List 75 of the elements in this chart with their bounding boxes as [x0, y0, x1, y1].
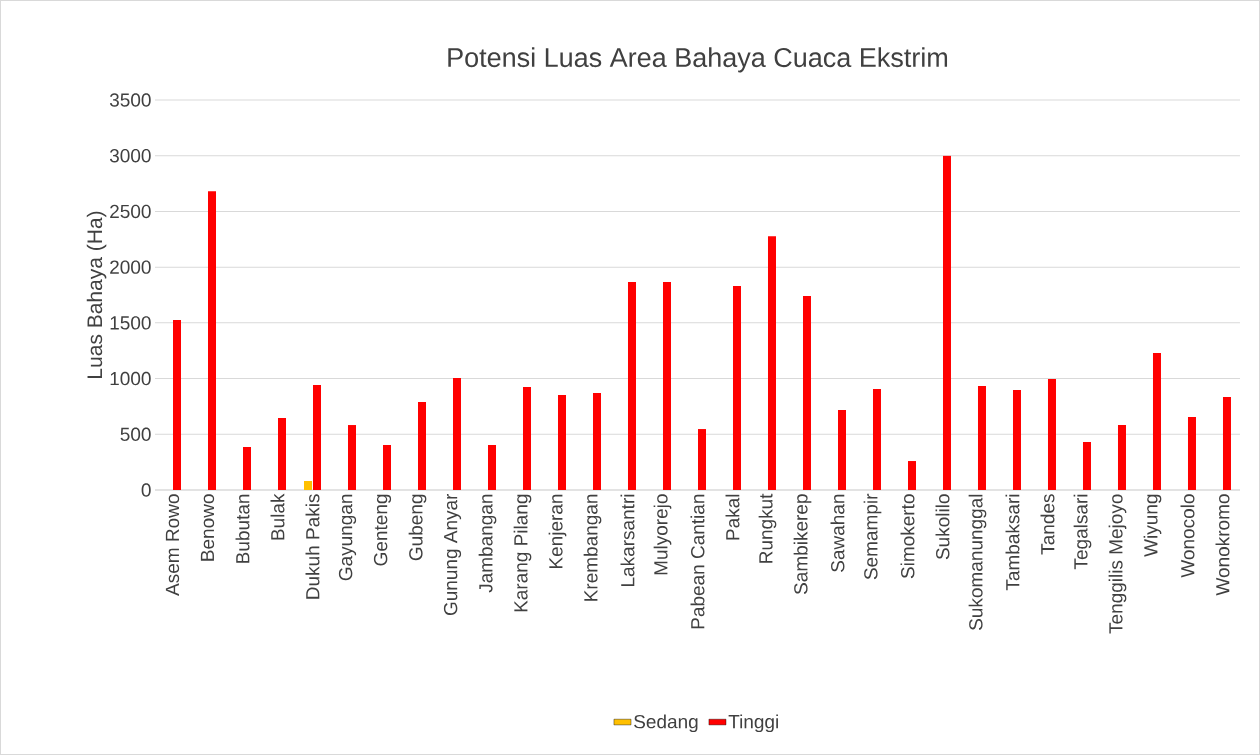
x-tick-label: Tegalsari — [1073, 494, 1092, 570]
bar — [593, 393, 601, 490]
bar — [488, 444, 496, 490]
y-tick-label: 3500 — [109, 93, 151, 107]
x-tick-label: Bubutan — [235, 494, 250, 563]
legend-label: Sedang — [634, 714, 698, 733]
y-tick-label: 1500 — [110, 316, 151, 330]
x-tick-label: Wonocolo — [1180, 494, 1195, 578]
x-tick-label: Sawahan — [830, 494, 845, 572]
x-tick-label: Tambaksari — [1005, 494, 1020, 591]
bar — [662, 282, 671, 490]
bar — [628, 282, 636, 490]
bar — [698, 429, 706, 490]
x-tick-label: Pabean Cantian — [690, 494, 705, 629]
x-tick-label: Simokerto — [900, 494, 915, 579]
x-tick-label: Jambangan — [478, 494, 497, 593]
bar — [942, 155, 951, 490]
x-tick-label: Genteng — [373, 494, 392, 566]
x-tick-label: Krembangan — [583, 494, 602, 601]
bar — [383, 444, 391, 490]
y-tick-label: 2500 — [110, 204, 151, 219]
y-tick-label: 500 — [120, 427, 151, 442]
bar — [418, 401, 426, 490]
x-tick-label: Sukolilo — [935, 494, 950, 560]
bar — [1047, 379, 1056, 490]
bar — [977, 386, 986, 490]
bar — [278, 418, 286, 490]
bar — [348, 425, 356, 490]
x-tick-label: Tenggilis Mejoyo — [1108, 494, 1127, 634]
x-tick-label: Asem Rowo — [165, 494, 180, 596]
y-tick-label: 0 — [141, 483, 151, 497]
x-tick-label: Wiyung — [1143, 494, 1162, 557]
bar — [453, 378, 461, 490]
x-tick-label: Kenjeran — [548, 494, 567, 569]
x-tick-label: Gunung Anyar — [443, 493, 462, 616]
x-tick-label: Dukuh Pakis — [305, 494, 320, 599]
bar — [313, 385, 321, 490]
bar — [837, 410, 846, 490]
x-tick-label: Semampir — [863, 493, 882, 580]
bar — [1012, 390, 1021, 490]
x-tick-label: Gubeng — [408, 494, 427, 561]
bar — [907, 461, 916, 490]
bar — [802, 296, 811, 490]
bar — [243, 447, 251, 490]
x-tick-label: Gayungan — [338, 494, 357, 581]
y-tick-label: 2000 — [110, 260, 151, 274]
bar — [173, 320, 181, 490]
x-tick-label: Lakarsantri — [620, 494, 635, 586]
bar — [1222, 397, 1231, 490]
y-tick-label: 1000 — [110, 371, 151, 386]
x-tick-label: Rungkut — [758, 493, 777, 563]
y-tick-label: 3000 — [109, 148, 151, 163]
bar — [732, 286, 741, 490]
x-tick-label: Wonokromo — [1215, 494, 1230, 596]
x-tick-label: Sukomanunggal — [968, 494, 987, 630]
bar — [1082, 442, 1091, 490]
bar — [768, 236, 776, 490]
bar — [1152, 353, 1161, 490]
chart-title: Potensi Luas Area Bahaya Cuaca Ekstrim — [448, 47, 948, 73]
x-tick-label: Benowo — [200, 494, 215, 561]
bar — [1117, 425, 1126, 490]
bar — [872, 389, 881, 490]
x-tick-label: Mulyorejo — [653, 494, 672, 575]
y-axis-title: Luas Bahaya (Ha) — [86, 211, 107, 378]
bar — [523, 387, 531, 490]
bar — [558, 395, 566, 490]
x-tick-label: Sambikerep — [793, 494, 812, 595]
legend-label: Tinggi — [728, 714, 778, 733]
x-tick-label: Tandes — [1040, 494, 1055, 555]
x-tick-label: Pakal — [725, 494, 740, 540]
x-tick-label: Bulak — [270, 493, 285, 540]
bar — [1187, 417, 1196, 490]
x-tick-label: Karang Pilang — [513, 494, 532, 612]
bar — [304, 481, 312, 490]
bar — [208, 191, 216, 490]
